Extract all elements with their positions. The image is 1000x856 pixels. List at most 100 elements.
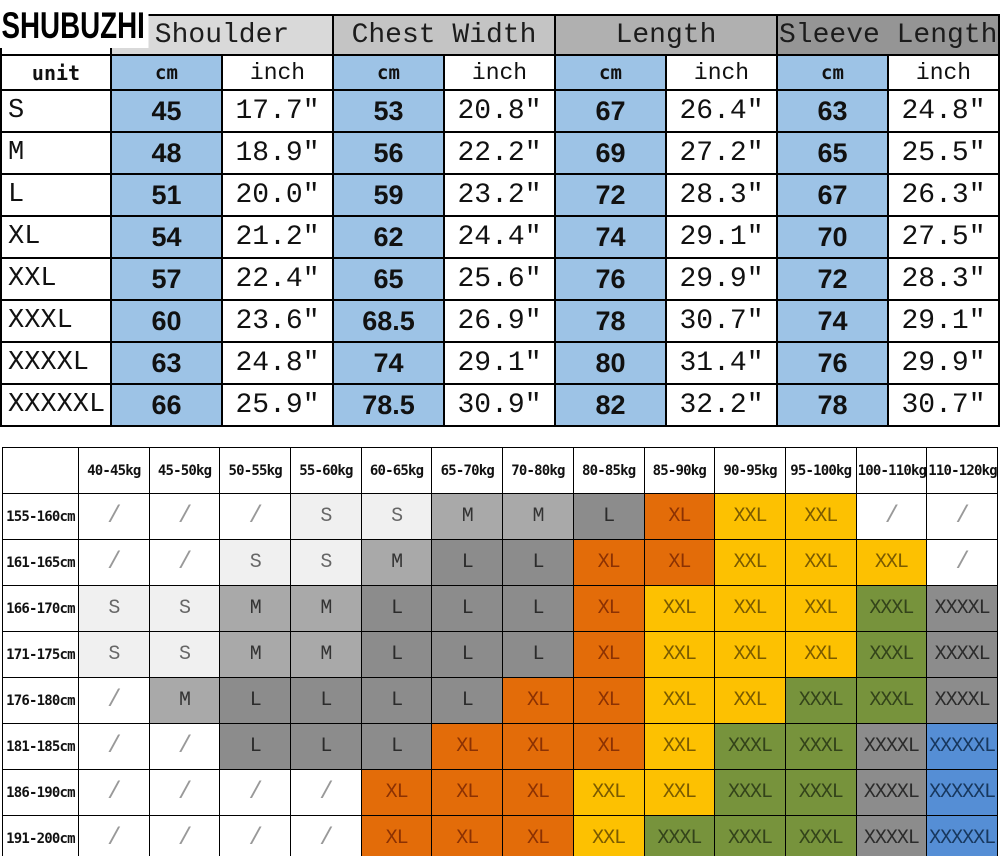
cm-value-cell: 66 bbox=[110, 383, 223, 427]
cm-value-cell: 72 bbox=[554, 173, 667, 217]
height-label-cell: 181-185cm bbox=[2, 723, 79, 770]
fit-size-cell: XXXL bbox=[784, 723, 857, 770]
fit-row: 191-200cm / / / / XL XL XL XXL XXXL XXXL XXXL XXXXL X… bbox=[2, 815, 998, 856]
fit-size-cell: XXL bbox=[643, 677, 716, 724]
fit-size-cell: M bbox=[148, 677, 221, 724]
fit-size-cell: XXL bbox=[643, 769, 716, 816]
cm-value-cell: 70 bbox=[776, 215, 889, 259]
weight-header-cell: 80-85kg bbox=[572, 447, 645, 494]
fit-size-cell: / bbox=[78, 539, 150, 586]
fit-size-cell: L bbox=[431, 677, 504, 724]
cm-value-cell: 74 bbox=[554, 215, 667, 259]
inch-header-cell: inch bbox=[887, 54, 1000, 91]
inch-value-cell: 22.2" bbox=[443, 131, 556, 175]
fit-size-cell: S bbox=[78, 585, 150, 632]
weight-header-cell: 60-65kg bbox=[360, 447, 433, 494]
fit-size-cell: / bbox=[148, 539, 221, 586]
inch-value-cell: 26.3" bbox=[887, 173, 1000, 217]
inch-value-cell: 25.9" bbox=[221, 383, 334, 427]
unit-label-cell: unit bbox=[0, 54, 112, 91]
fit-size-cell: XXXL bbox=[784, 815, 857, 856]
brand-logo: SHUBUZHI bbox=[0, 4, 149, 48]
fit-table: 40-45kg 45-50kg 50-55kg 55-60kg 60-65kg 65-70… bbox=[2, 447, 998, 856]
cm-header-cell: cm bbox=[776, 54, 889, 91]
cm-header-cell: cm bbox=[110, 54, 223, 91]
size-label-cell: XXL bbox=[0, 257, 112, 301]
fit-size-cell: / bbox=[219, 769, 292, 816]
fit-size-cell: M bbox=[360, 539, 433, 586]
fit-size-cell: S bbox=[148, 631, 221, 678]
fit-size-cell: XXXXL bbox=[855, 769, 928, 816]
inch-value-cell: 28.3" bbox=[665, 173, 778, 217]
fit-size-cell: M bbox=[290, 631, 362, 678]
fit-size-cell: XXXXXL bbox=[926, 815, 998, 856]
weight-header-cell: 85-90kg bbox=[643, 447, 716, 494]
inch-value-cell: 30.9" bbox=[443, 383, 556, 427]
cm-value-cell: 78 bbox=[776, 383, 889, 427]
cm-value-cell: 72 bbox=[776, 257, 889, 301]
fit-size-cell: XXL bbox=[643, 631, 716, 678]
fit-row: 166-170cm S S M M L L L XL XXL XXL XXL XXXL XXXXL bbox=[2, 585, 998, 632]
size-label-cell: S bbox=[0, 89, 112, 133]
fit-size-cell: M bbox=[219, 631, 292, 678]
fit-size-cell: XXXL bbox=[784, 677, 857, 724]
fit-size-cell: L bbox=[431, 631, 504, 678]
size-label-cell: M bbox=[0, 131, 112, 175]
fit-size-cell: XL bbox=[431, 723, 504, 770]
fit-size-cell: XL bbox=[572, 723, 645, 770]
fit-size-cell: L bbox=[290, 723, 362, 770]
weight-header-cell: 50-55kg bbox=[219, 447, 292, 494]
fit-size-cell: XL bbox=[572, 631, 645, 678]
measurement-row: XXXXL 63 24.8" 74 29.1" 80 31.4" 76 29.9" bbox=[0, 341, 1000, 385]
measurement-group-row: Shoulder Chest Width Length Sleeve Length bbox=[0, 14, 1000, 56]
fit-size-cell: XXL bbox=[572, 815, 645, 856]
inch-value-cell: 30.7" bbox=[887, 383, 1000, 427]
height-label-cell: 176-180cm bbox=[2, 677, 79, 724]
inch-value-cell: 25.6" bbox=[443, 257, 556, 301]
fit-size-cell: L bbox=[219, 723, 292, 770]
fit-size-cell: / bbox=[78, 815, 150, 856]
inch-header-cell: inch bbox=[665, 54, 778, 91]
fit-size-cell: L bbox=[502, 631, 574, 678]
measurement-row: L 51 20.0" 59 23.2" 72 28.3" 67 26.3" bbox=[0, 173, 1000, 217]
fit-size-cell: XXXL bbox=[714, 723, 786, 770]
height-label-cell: 155-160cm bbox=[2, 493, 79, 540]
fit-size-cell: L bbox=[360, 585, 433, 632]
inch-value-cell: 17.7" bbox=[221, 89, 334, 133]
cm-value-cell: 60 bbox=[110, 299, 223, 343]
fit-size-cell: XXXL bbox=[784, 769, 857, 816]
cm-value-cell: 67 bbox=[776, 173, 889, 217]
inch-value-cell: 26.4" bbox=[665, 89, 778, 133]
measurement-row: XL 54 21.2" 62 24.4" 74 29.1" 70 27.5" bbox=[0, 215, 1000, 259]
fit-size-cell: XXXXL bbox=[855, 723, 928, 770]
cm-value-cell: 53 bbox=[332, 89, 445, 133]
fit-size-cell: S bbox=[290, 539, 362, 586]
inch-value-cell: 24.4" bbox=[443, 215, 556, 259]
fit-size-cell: / bbox=[78, 677, 150, 724]
fit-size-cell: / bbox=[926, 493, 998, 540]
measurement-row: XXL 57 22.4" 65 25.6" 76 29.9" 72 28.3" bbox=[0, 257, 1000, 301]
fit-row: 186-190cm / / / / XL XL XL XXL XXL XXXL XXXL XXXXL XX… bbox=[2, 769, 998, 816]
weight-header-cell: 55-60kg bbox=[290, 447, 362, 494]
fit-size-cell: S bbox=[360, 493, 433, 540]
fit-size-cell: / bbox=[78, 493, 150, 540]
fit-size-cell: L bbox=[219, 677, 292, 724]
inch-value-cell: 18.9" bbox=[221, 131, 334, 175]
fit-size-cell: XXXXXL bbox=[926, 769, 998, 816]
inch-value-cell: 27.2" bbox=[665, 131, 778, 175]
fit-size-cell: XXL bbox=[784, 493, 857, 540]
fit-size-cell: L bbox=[502, 585, 574, 632]
measurement-group-header: Length bbox=[554, 14, 778, 56]
fit-row: 181-185cm / / L L L XL XL XL XXL XXXL XXXL XXXXL XXXX… bbox=[2, 723, 998, 770]
cm-value-cell: 74 bbox=[332, 341, 445, 385]
fit-corner-cell bbox=[2, 447, 79, 494]
fit-size-cell: XXL bbox=[714, 493, 786, 540]
measurement-row: M 48 18.9" 56 22.2" 69 27.2" 65 25.5" bbox=[0, 131, 1000, 175]
cm-value-cell: 62 bbox=[332, 215, 445, 259]
fit-size-cell: L bbox=[431, 539, 504, 586]
measurement-table: Shoulder Chest Width Length Sleeve Length un… bbox=[0, 14, 1000, 427]
fit-size-cell: XL bbox=[502, 815, 574, 856]
fit-size-cell: XXXXL bbox=[926, 631, 998, 678]
inch-value-cell: 23.6" bbox=[221, 299, 334, 343]
